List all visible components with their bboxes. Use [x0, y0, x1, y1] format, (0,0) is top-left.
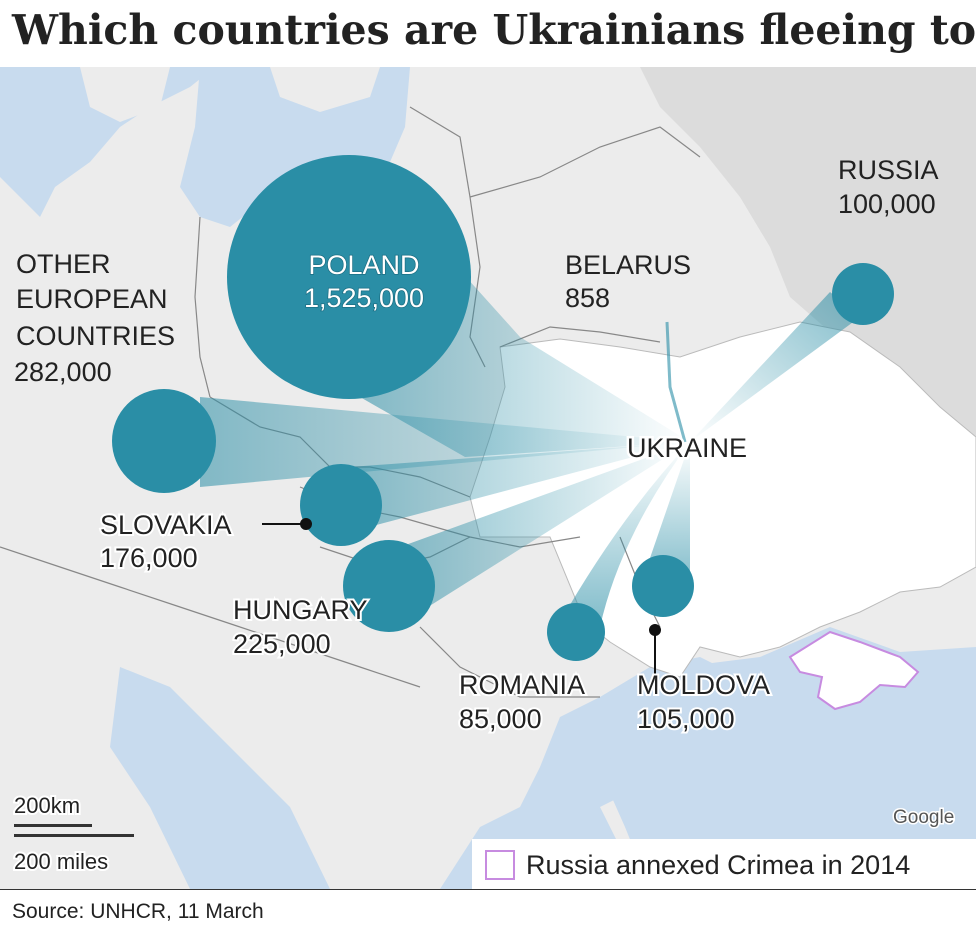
adriatic-sea — [110, 667, 330, 889]
moldova-value: 105,000 — [637, 704, 735, 734]
crimea — [788, 630, 920, 711]
slovakia-marker-dot — [300, 518, 312, 530]
legend-label: Russia annexed Crimea in 2014 — [526, 850, 910, 880]
belarus-name: BELARUS — [565, 250, 691, 280]
black-sea — [605, 627, 976, 889]
destination-bubbles — [112, 155, 894, 661]
bubble-hungary — [343, 540, 435, 632]
flow-trail-hungary — [400, 442, 690, 612]
other-european-name-line-3: COUNTRIES — [16, 321, 175, 351]
slovakia-value: 176,000 — [100, 543, 198, 573]
ukraine-label: UKRAINE — [627, 433, 747, 463]
bubble-poland — [227, 155, 471, 399]
map-title: Which countries are Ukrainians fleeing t… — [12, 6, 976, 54]
bubble-slovakia — [300, 464, 382, 546]
flow-trail-slovakia — [350, 442, 690, 532]
bubble-romania — [547, 603, 605, 661]
scale-bar: 200km 200 miles — [12, 791, 134, 876]
scandinavia-east — [270, 67, 380, 112]
google-attribution: Google — [893, 807, 954, 828]
other-european-name-line-1: OTHER — [16, 249, 111, 279]
hungary-value: 225,000 — [233, 629, 331, 659]
russia-name: RUSSIA — [838, 155, 939, 185]
bubble-moldova — [632, 555, 694, 617]
bubble-other-european — [112, 389, 216, 493]
other-european-name-line-2: EUROPEAN — [16, 284, 168, 314]
belarus-value: 858 — [565, 283, 610, 313]
moldova-marker-dot — [649, 624, 661, 636]
legend: Russia annexed Crimea in 2014 — [472, 839, 976, 889]
bubble-russia — [832, 263, 894, 325]
refugee-flow-map: POLAND 1,525,000 OTHER EUROPEAN COUNTRIE… — [0, 67, 976, 889]
romania-name: ROMANIA — [459, 670, 585, 700]
scale-bar-km: 200km — [14, 793, 80, 818]
russia-region — [640, 67, 976, 447]
slovakia-name: SLOVAKIA — [100, 510, 232, 540]
scandinavia — [80, 67, 170, 122]
russia-value: 100,000 — [838, 189, 936, 219]
flow-trail-moldova — [640, 442, 690, 587]
leader-lines — [262, 518, 661, 677]
hungary-name: HUNGARY — [233, 595, 368, 625]
footer-divider — [0, 889, 976, 890]
flow-trail-other-european — [200, 397, 690, 487]
moldova-name: MOLDOVA — [637, 670, 770, 700]
flow-trail-romania — [560, 442, 690, 627]
legend-swatch — [485, 850, 515, 880]
flow-trail-belarus — [665, 321, 687, 443]
romania-value: 85,000 — [459, 704, 542, 734]
poland-name: POLAND — [308, 250, 419, 280]
other-european-value: 282,000 — [14, 357, 112, 387]
poland-value: 1,525,000 — [304, 283, 424, 313]
flow-trail-russia — [690, 292, 860, 442]
source-note: Source: UNHCR, 11 March — [12, 900, 264, 923]
scale-bar-miles: 200 miles — [14, 849, 108, 874]
